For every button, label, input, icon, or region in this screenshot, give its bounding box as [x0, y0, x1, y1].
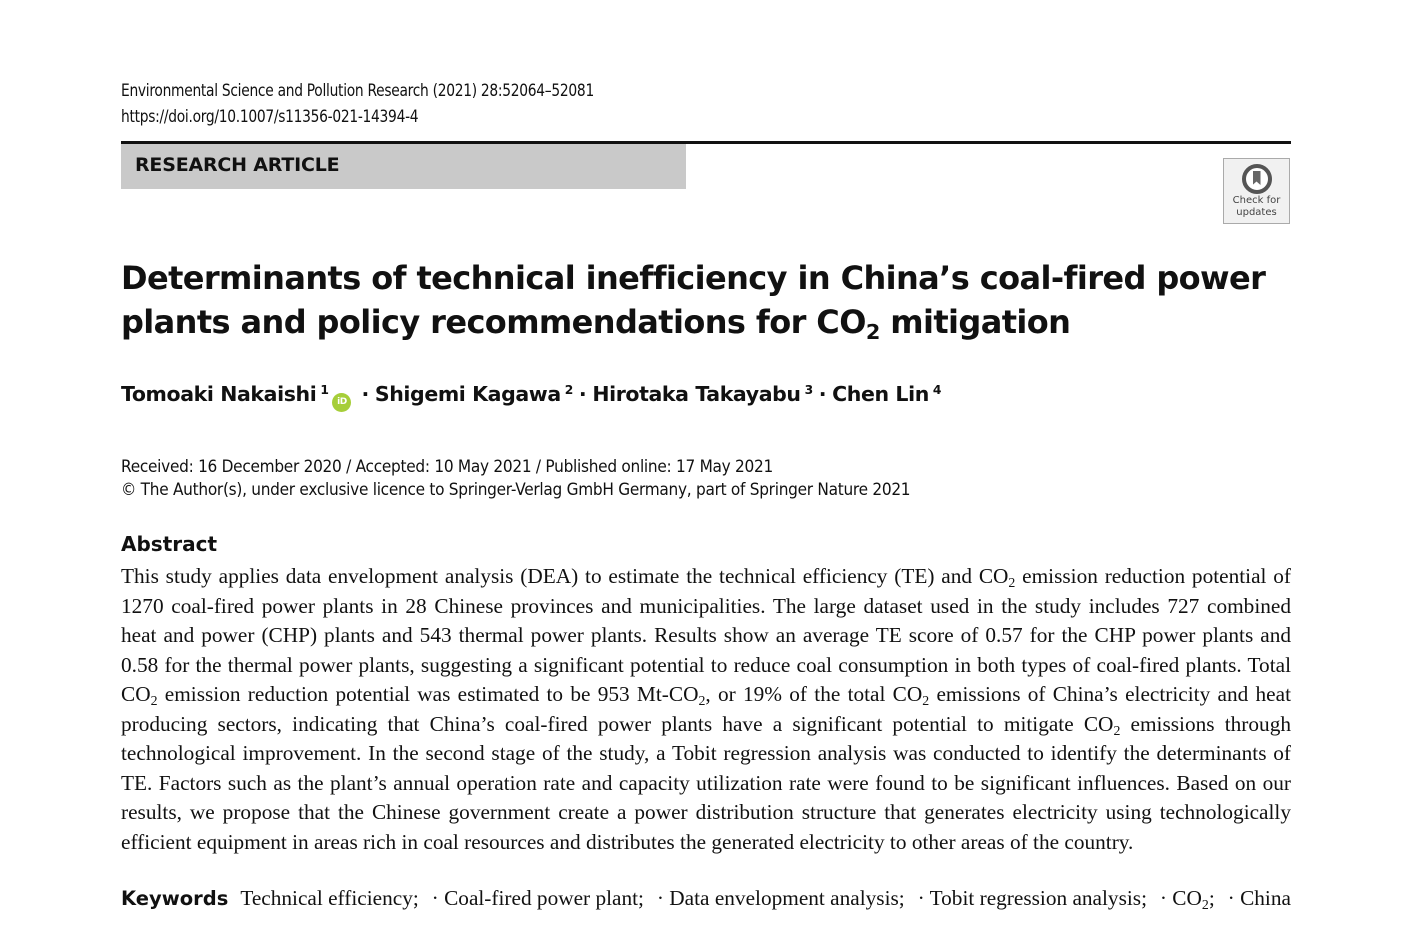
keywords: Keywords Technical efficiency; · Coal-fir… — [121, 886, 1291, 913]
copyright: © The Author(s), under exclusive licence… — [121, 480, 911, 499]
abstract-line: TE. Factors such as the plant’s annual o… — [121, 769, 1291, 799]
subscript: 2 — [1008, 575, 1016, 591]
title-line-1: Determinants of technical inefficiency i… — [121, 259, 1266, 297]
journal-citation: Environmental Science and Pollution Rese… — [121, 81, 594, 100]
badge-line1: Check for — [1232, 195, 1281, 206]
title-text: mitigation — [879, 303, 1071, 341]
subscript: 2 — [1113, 722, 1121, 738]
keyword-item: · Tobit regression analysis; — [918, 886, 1147, 911]
badge-line2: updates — [1236, 207, 1277, 218]
author-name[interactable]: Chen Lin — [832, 382, 929, 406]
publication-info: Received: 16 December 2020 / Accepted: 1… — [121, 455, 911, 501]
subscript: 2 — [922, 693, 930, 709]
affiliation-marker: 1 — [320, 382, 329, 397]
abstract-text: TE. Factors such as the plant’s annual o… — [121, 770, 1291, 795]
abstract-text: emission reduction potential was estimat… — [157, 682, 699, 706]
keyword-text: · Tobit regression analysis; — [917, 886, 1147, 910]
abstract-line: 0.58 for the thermal power plants, sugge… — [121, 651, 1291, 681]
keyword-text: Technical efficiency; — [240, 886, 419, 910]
abstract-text: heat and power (CHP) plants and 543 ther… — [121, 623, 1291, 647]
abstract-line: This study applies data envelopment anal… — [121, 562, 1291, 592]
abstract-text: This study applies data envelopment anal… — [121, 564, 1009, 588]
keyword-text: · Coal-fired power plant; — [431, 886, 644, 910]
author-list: Tomoaki Nakaishi 1iD · Shigemi Kagawa 2 · Hiro… — [121, 382, 941, 412]
abstract-line: technological improvement. In the second… — [121, 739, 1291, 769]
abstract-text: results, we propose that the Chinese gov… — [121, 800, 1291, 824]
subscript: 2 — [698, 693, 706, 709]
abstract-text: 1270 coal-fired power plants in 28 Chine… — [121, 593, 1291, 618]
keyword-item: · Data envelopment analysis; — [657, 886, 905, 911]
keyword-text: ; — [1208, 886, 1215, 910]
author-name[interactable]: Shigemi Kagawa — [374, 382, 561, 406]
abstract-heading: Abstract — [121, 532, 218, 556]
author-name[interactable]: Tomoaki Nakaishi — [121, 382, 317, 406]
affiliation-marker: 2 — [564, 382, 574, 397]
abstract-text: CO — [121, 682, 151, 706]
title-subscript: 2 — [865, 320, 880, 345]
keyword-item: · Coal-fired power plant; — [432, 886, 644, 911]
abstract-text: emissions of China’s electricity and hea… — [929, 682, 1291, 706]
abstract-text: efficient equipment in areas rich in coa… — [121, 829, 1134, 854]
abstract-text: emission reduction potential of — [1015, 564, 1291, 588]
abstract-body: This study applies data envelopment anal… — [121, 562, 1291, 857]
check-for-updates-button[interactable]: Check for updates — [1223, 158, 1290, 224]
journal-header: Environmental Science and Pollution Rese… — [121, 78, 594, 130]
abstract-line: results, we propose that the Chinese gov… — [121, 798, 1291, 828]
header-rule — [121, 141, 1291, 144]
title-line-2: plants and policy recommendations for CO… — [121, 300, 1265, 344]
abstract-text: producing sectors, indicating that China… — [121, 711, 1114, 736]
abstract-text: 0.58 for the thermal power plants, sugge… — [121, 652, 1291, 677]
article-title: Determinants of technical inefficiency i… — [121, 256, 1266, 344]
keyword-text: · China — [1227, 886, 1291, 910]
separator: · — [578, 382, 587, 406]
keyword-item: · CO2; — [1159, 886, 1215, 913]
abstract-line: CO2 emission reduction potential was est… — [121, 680, 1291, 710]
abstract-text: emissions through — [1120, 711, 1291, 736]
keyword-item: Technical efficiency; — [240, 886, 418, 911]
abstract-text: , or 19% of the total CO — [705, 682, 923, 706]
doi-link[interactable]: https://doi.org/10.1007/s11356-021-14394… — [121, 107, 419, 126]
keywords-list: Technical efficiency; · Coal-fired power … — [240, 886, 1291, 913]
affiliation-marker: 3 — [804, 382, 814, 397]
abstract-line: producing sectors, indicating that China… — [121, 710, 1291, 740]
separator: · — [818, 382, 827, 406]
article-type-bar: RESEARCH ARTICLE — [121, 144, 686, 189]
separator: · — [361, 382, 369, 406]
keyword-text: · CO — [1159, 886, 1202, 910]
keywords-label: Keywords — [121, 887, 229, 910]
abstract-line: efficient equipment in areas rich in coa… — [121, 828, 1291, 858]
title-text: plants and policy recommendations for CO — [121, 303, 866, 341]
author-name[interactable]: Hirotaka Takayabu — [592, 382, 801, 406]
article-type: RESEARCH ARTICLE — [135, 154, 340, 176]
affiliation-marker: 4 — [932, 382, 942, 397]
abstract-text: technological improvement. In the second… — [121, 741, 1291, 765]
keyword-text: · Data envelopment analysis; — [656, 886, 905, 910]
keyword-item: · China — [1228, 886, 1291, 911]
check-for-updates-icon — [1241, 164, 1272, 194]
subscript: 2 — [150, 693, 158, 709]
subscript: 2 — [1201, 897, 1209, 913]
dates: Received: 16 December 2020 / Accepted: 1… — [121, 457, 774, 476]
abstract-line: 1270 coal-fired power plants in 28 Chine… — [121, 592, 1291, 622]
orcid-icon[interactable]: iD — [332, 393, 352, 412]
abstract-line: heat and power (CHP) plants and 543 ther… — [121, 621, 1291, 651]
